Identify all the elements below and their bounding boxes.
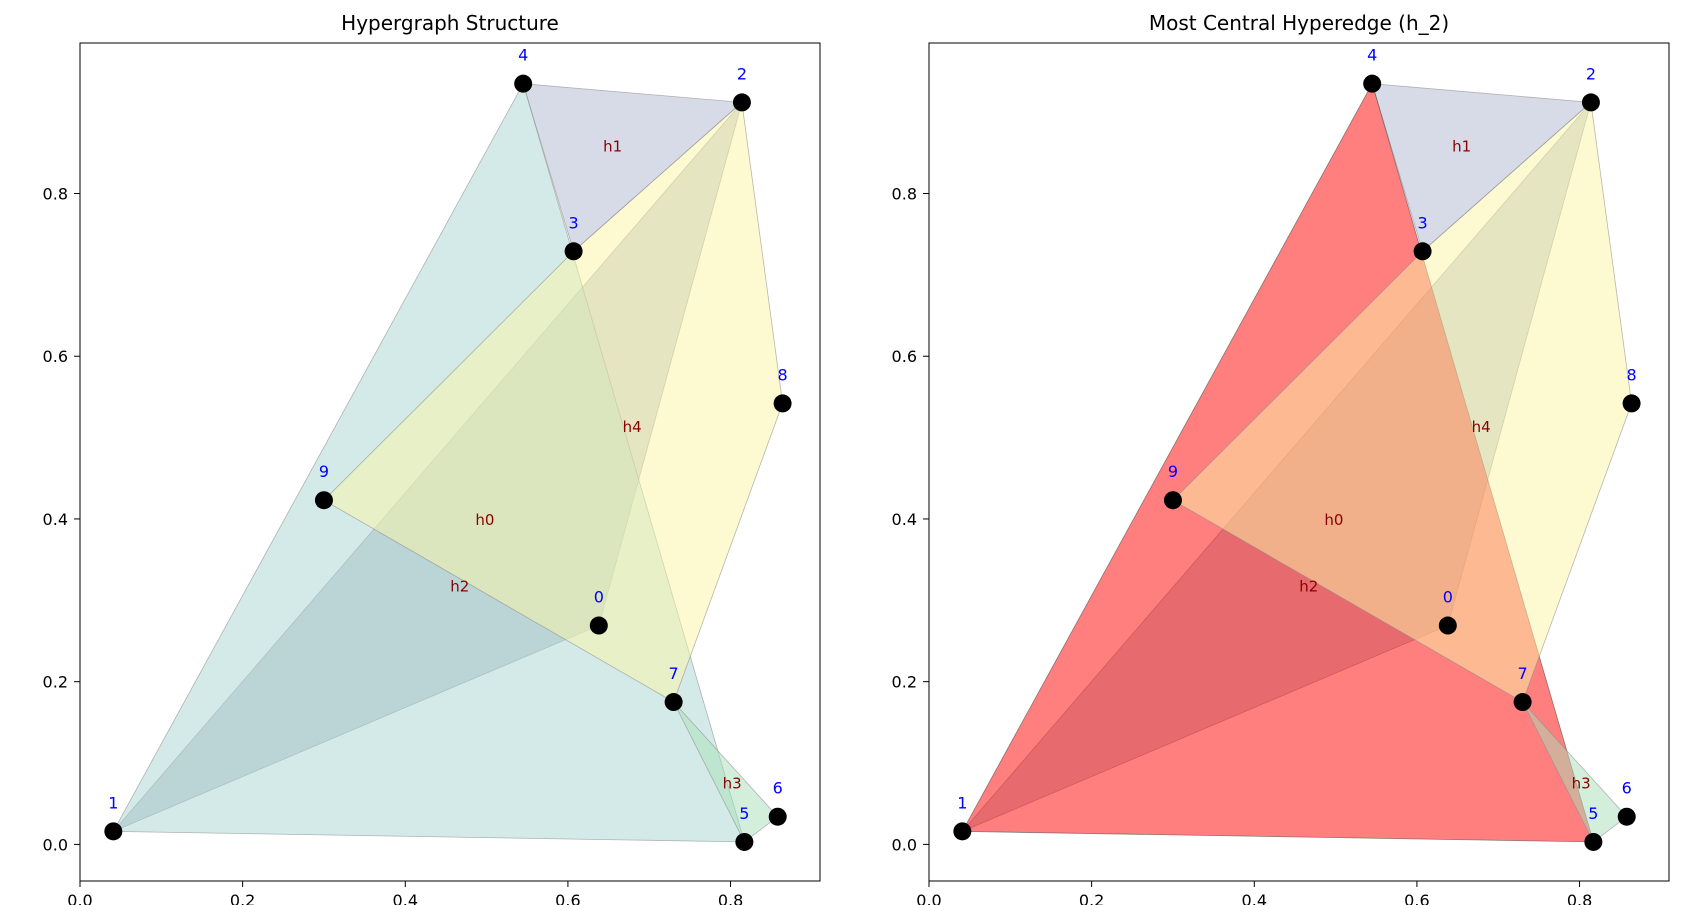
node-label-5: 5 xyxy=(739,804,749,823)
node-0 xyxy=(589,616,608,635)
node-4 xyxy=(514,74,533,93)
hyperedge-label-h2: h2 xyxy=(1299,577,1318,595)
node-label-8: 8 xyxy=(1626,365,1636,384)
node-1 xyxy=(104,822,123,841)
x-tick-label: 0.6 xyxy=(1404,891,1429,905)
node-label-2: 2 xyxy=(737,64,747,83)
node-label-0: 0 xyxy=(594,588,604,607)
y-tick-label: 0.8 xyxy=(43,185,68,204)
hyperedge-h4 xyxy=(323,101,784,703)
hyperedge-h3 xyxy=(1522,701,1628,843)
y-tick-label: 0.6 xyxy=(892,347,917,366)
node-5 xyxy=(1584,832,1603,851)
x-tick-label: 0.0 xyxy=(916,891,941,905)
x-tick-label: 0.4 xyxy=(393,891,418,905)
node-8 xyxy=(1622,394,1641,413)
node-label-6: 6 xyxy=(1622,779,1632,798)
node-2 xyxy=(1581,93,1600,112)
hyperedge-label-h3: h3 xyxy=(1572,774,1591,792)
node-1 xyxy=(953,822,972,841)
node-3 xyxy=(564,242,583,261)
x-tick-label: 0.8 xyxy=(1567,891,1592,905)
hyperedge-label-h0: h0 xyxy=(475,511,494,529)
hyperedge-h3 xyxy=(673,701,779,843)
node-label-7: 7 xyxy=(1518,664,1528,683)
x-tick-label: 0.8 xyxy=(718,891,743,905)
hyperedge-h4 xyxy=(1172,101,1633,703)
axes-frame xyxy=(928,42,1670,882)
hyperedge-label-h3: h3 xyxy=(723,774,742,792)
x-tick-label: 0.0 xyxy=(67,891,92,905)
node-6 xyxy=(768,807,787,826)
panel-title: Most Central Hyperedge (h_2) xyxy=(1149,11,1449,35)
node-label-2: 2 xyxy=(1586,64,1596,83)
x-tick-label: 0.2 xyxy=(230,891,255,905)
x-tick-label: 0.4 xyxy=(1242,891,1267,905)
node-label-5: 5 xyxy=(1588,804,1598,823)
node-label-8: 8 xyxy=(777,365,787,384)
node-label-6: 6 xyxy=(773,779,783,798)
y-tick-label: 0.4 xyxy=(892,510,917,529)
panel-left: Hypergraph Structure h0 h1 h2 h3 h4 0 1 2 3 4 5 6 7 8 9… xyxy=(43,11,821,905)
node-label-1: 1 xyxy=(957,793,967,812)
node-label-0: 0 xyxy=(1443,588,1453,607)
axes-frame xyxy=(79,42,821,882)
node-6 xyxy=(1617,807,1636,826)
node-0 xyxy=(1438,616,1457,635)
y-tick-label: 0.0 xyxy=(43,835,68,854)
node-label-4: 4 xyxy=(1367,46,1377,65)
node-label-3: 3 xyxy=(1418,213,1428,232)
y-tick-label: 0.0 xyxy=(892,835,917,854)
panel-right: Most Central Hyperedge (h_2) h0 h1 h2 h3 h4 0 1… xyxy=(892,11,1670,905)
panel-title: Hypergraph Structure xyxy=(341,11,559,35)
node-3 xyxy=(1413,242,1432,261)
y-tick-label: 0.4 xyxy=(43,510,68,529)
y-tick-label: 0.6 xyxy=(43,347,68,366)
node-5 xyxy=(735,832,754,851)
x-tick-label: 0.2 xyxy=(1079,891,1104,905)
y-tick-label: 0.2 xyxy=(892,673,917,692)
node-label-1: 1 xyxy=(108,793,118,812)
node-label-9: 9 xyxy=(319,462,329,481)
hyperedge-label-h2: h2 xyxy=(450,577,469,595)
hyperedge-label-h0: h0 xyxy=(1324,511,1343,529)
y-tick-label: 0.2 xyxy=(43,673,68,692)
hyperedge-label-h4: h4 xyxy=(1472,418,1491,436)
x-tick-label: 0.6 xyxy=(555,891,580,905)
y-tick-label: 0.8 xyxy=(892,185,917,204)
node-label-4: 4 xyxy=(518,46,528,65)
node-7 xyxy=(1513,693,1532,712)
hyperedge-label-h1: h1 xyxy=(603,137,622,155)
node-label-3: 3 xyxy=(569,213,579,232)
hyperedge-label-h4: h4 xyxy=(623,418,642,436)
node-label-7: 7 xyxy=(669,664,679,683)
hyperedge-label-h1: h1 xyxy=(1452,137,1471,155)
node-2 xyxy=(732,93,751,112)
node-7 xyxy=(664,693,683,712)
node-label-9: 9 xyxy=(1168,462,1178,481)
node-4 xyxy=(1363,74,1382,93)
node-9 xyxy=(1163,491,1182,510)
node-8 xyxy=(773,394,792,413)
node-9 xyxy=(314,491,333,510)
